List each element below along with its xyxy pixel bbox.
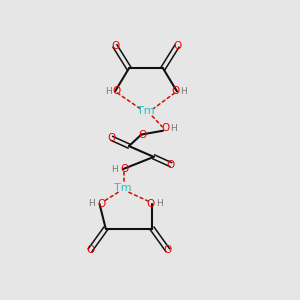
Text: O: O	[120, 164, 128, 174]
Text: H: H	[170, 124, 176, 133]
Text: O: O	[86, 245, 94, 255]
Text: O: O	[164, 245, 172, 255]
Text: O: O	[146, 199, 155, 209]
Text: Tm: Tm	[137, 106, 155, 116]
Text: O: O	[173, 41, 181, 51]
Text: O: O	[167, 160, 175, 170]
Text: O: O	[97, 199, 105, 209]
Text: H: H	[88, 200, 95, 208]
Text: Tm: Tm	[114, 183, 132, 193]
Text: O: O	[108, 134, 116, 143]
Text: O: O	[111, 41, 119, 51]
Text: H: H	[181, 87, 187, 96]
Text: H: H	[105, 87, 111, 96]
Text: O: O	[139, 130, 147, 140]
Text: O: O	[161, 123, 169, 134]
Text: H: H	[157, 200, 163, 208]
Text: H: H	[112, 165, 118, 174]
Text: O: O	[112, 86, 121, 96]
Text: O: O	[171, 86, 180, 96]
